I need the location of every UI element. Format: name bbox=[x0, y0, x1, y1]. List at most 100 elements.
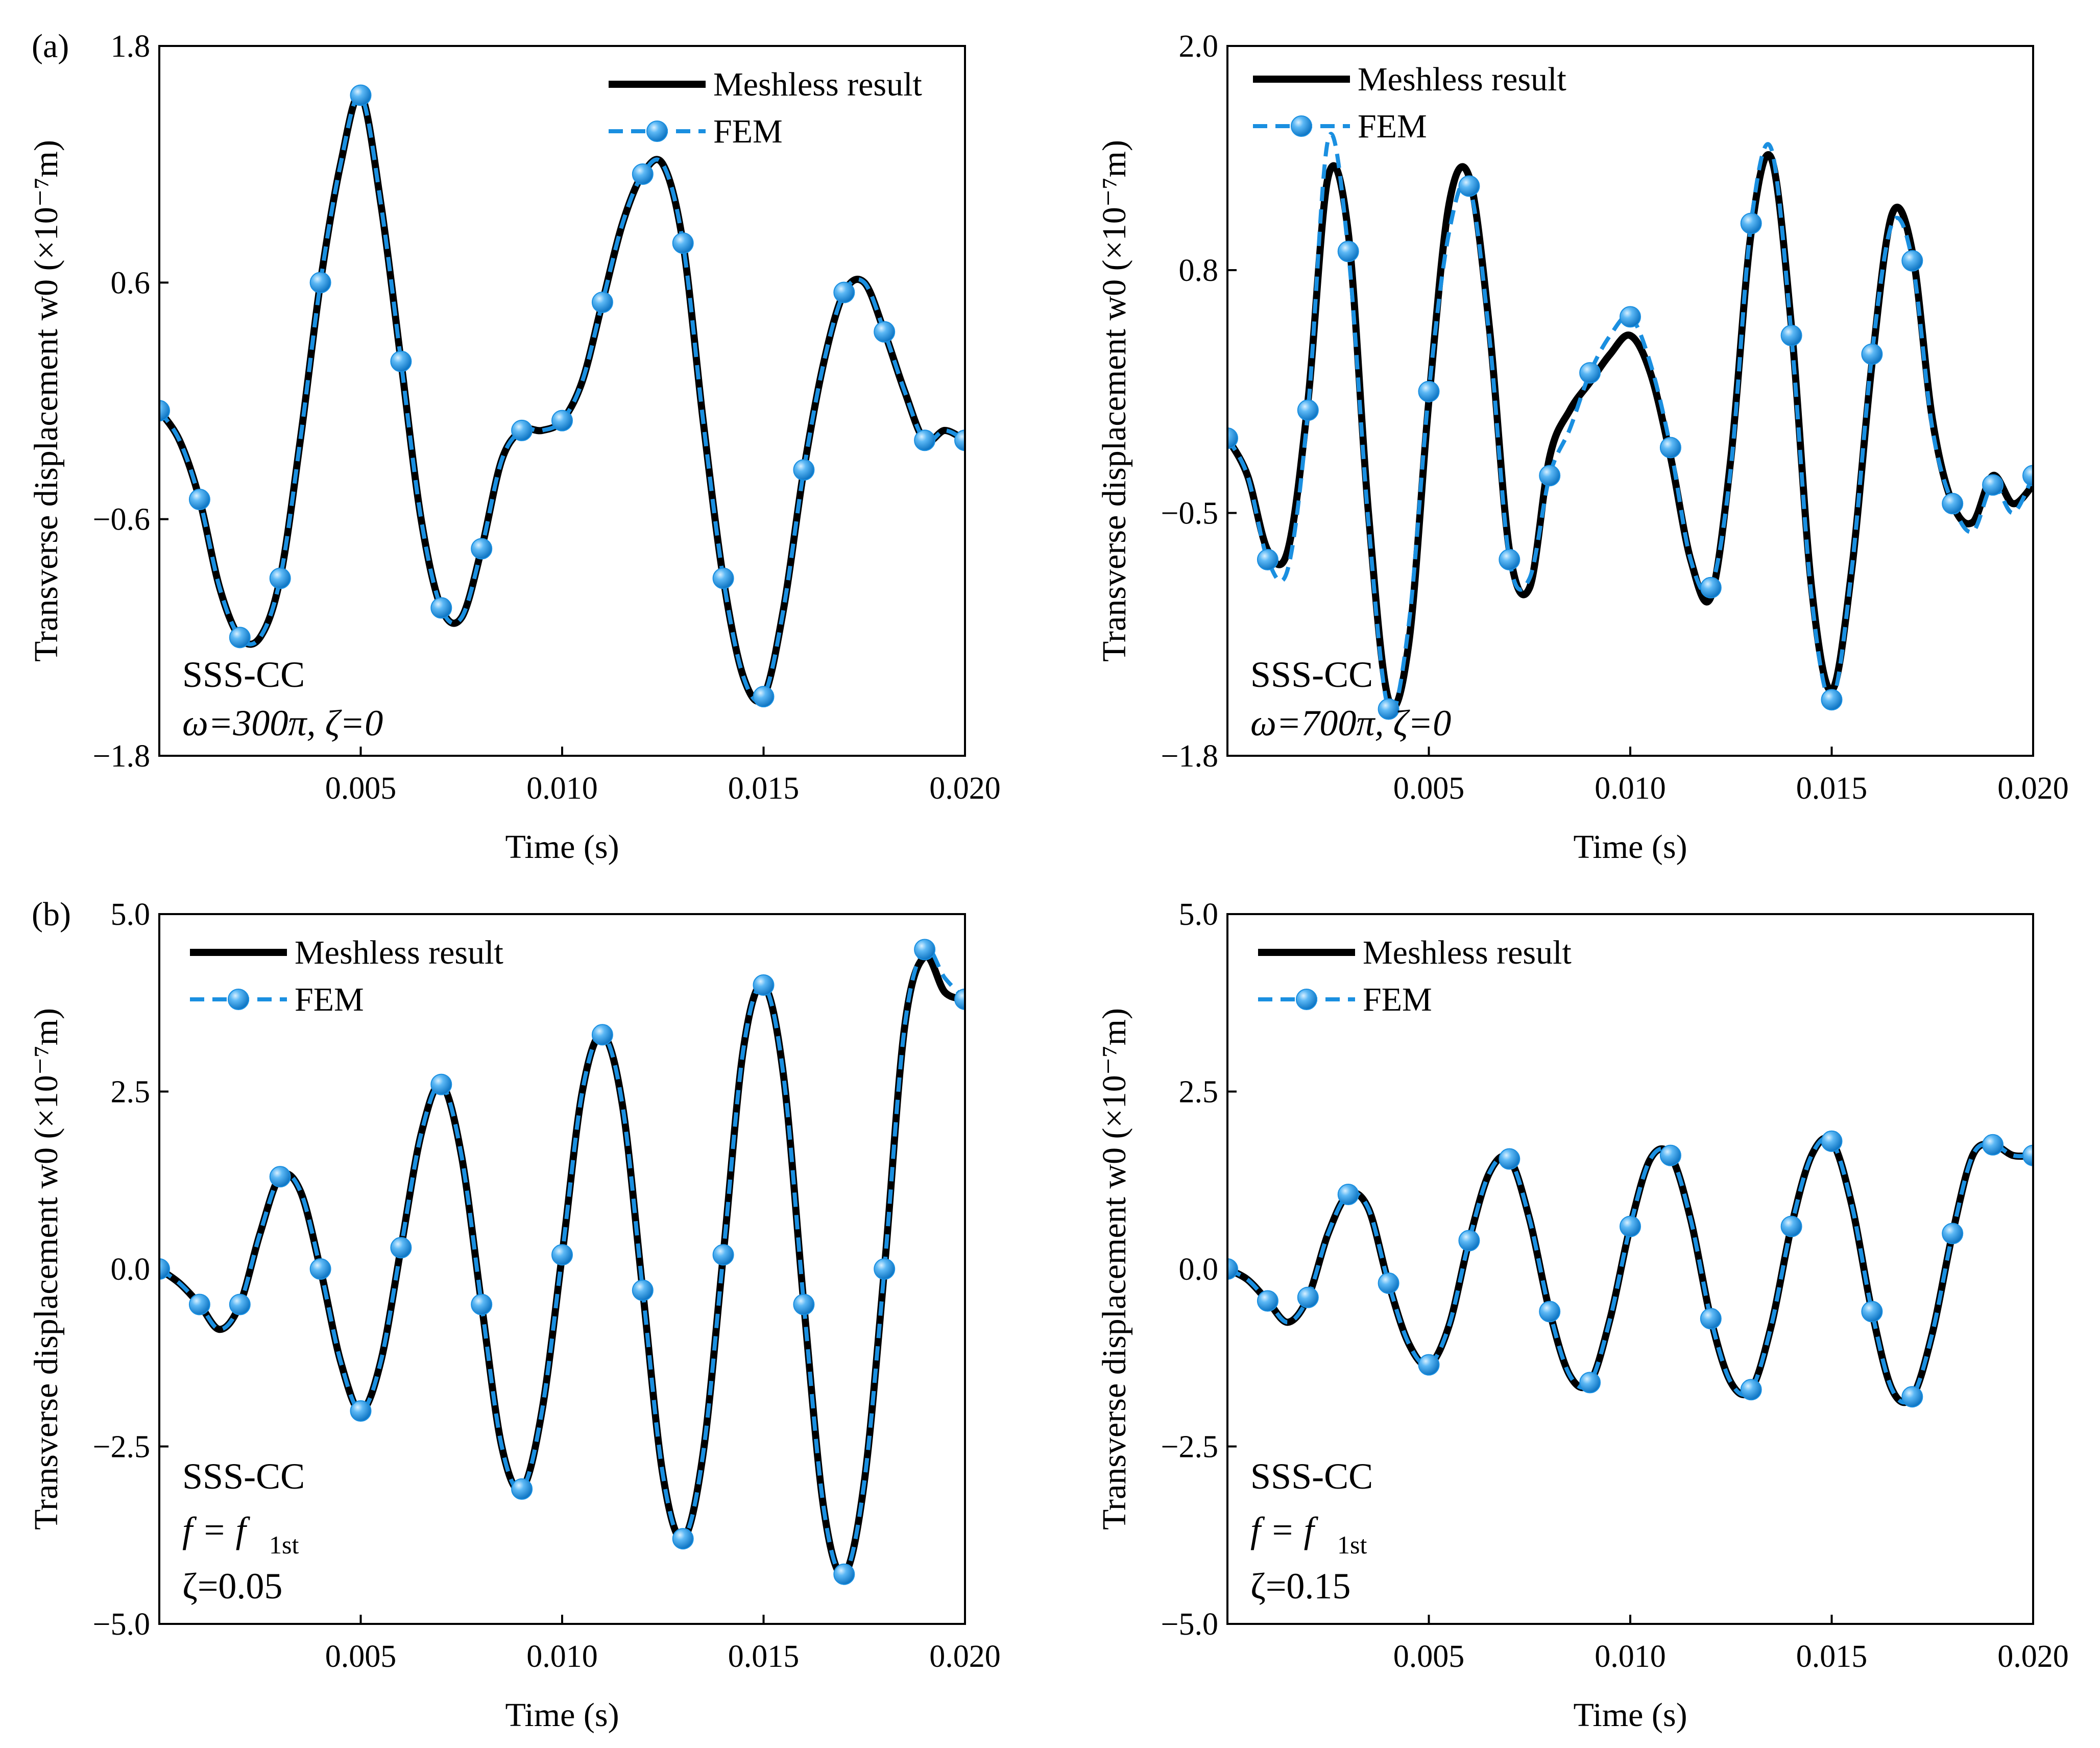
fem-marker bbox=[833, 281, 855, 303]
fem-marker bbox=[1659, 1144, 1681, 1166]
fem-marker bbox=[753, 974, 775, 996]
panel-2: −1.8 −0.5 0.8 2.0 0.005 0.010 0.015 0.020 Time (… bbox=[1096, 29, 2069, 866]
panel-4: −5.0 −2.5 0.0 2.5 5.0 0.005 0.010 0.015 0.020 Tim… bbox=[1096, 897, 2069, 1734]
series-fem-line bbox=[159, 92, 965, 704]
annotation-condition: SSS-CC bbox=[182, 654, 305, 695]
x-tick-label: 0.010 bbox=[1595, 1639, 1666, 1674]
fem-marker bbox=[159, 400, 170, 422]
annotation-parameters: ω=700π, ζ=0 bbox=[1250, 703, 1451, 744]
y-tick-label: 2.5 bbox=[1179, 1075, 1219, 1110]
fem-marker bbox=[672, 1528, 694, 1550]
fem-marker bbox=[632, 1279, 654, 1301]
fem-marker bbox=[1740, 212, 1762, 234]
fem-marker bbox=[511, 419, 533, 441]
fem-marker bbox=[229, 627, 251, 649]
y-tick-label: 2.0 bbox=[1179, 29, 1219, 64]
x-tick-label: 0.015 bbox=[728, 1639, 800, 1674]
fem-marker bbox=[1499, 1148, 1520, 1170]
x-tick-label: 0.005 bbox=[1393, 771, 1465, 806]
fem-marker bbox=[1780, 324, 1802, 346]
legend-meshless-label: Meshless result bbox=[713, 66, 922, 103]
annotation-frequency-subscript: 1st bbox=[269, 1530, 299, 1559]
y-tick-label: 0.0 bbox=[111, 1252, 151, 1287]
series-fem-line bbox=[1227, 1136, 2033, 1405]
fem-marker bbox=[2022, 465, 2033, 487]
fem-marker bbox=[511, 1478, 533, 1500]
series-meshless-line bbox=[159, 91, 965, 705]
fem-marker bbox=[591, 291, 613, 313]
fem-marker bbox=[1257, 1290, 1278, 1312]
fem-marker bbox=[551, 1244, 573, 1266]
fem-marker bbox=[1659, 437, 1681, 459]
fem-marker bbox=[1458, 175, 1480, 197]
y-tick-label: −1.8 bbox=[1161, 739, 1218, 774]
series-meshless-line bbox=[1227, 1134, 2033, 1406]
fem-marker bbox=[1378, 1272, 1399, 1294]
y-tick-label: 5.0 bbox=[1179, 897, 1219, 932]
fem-marker bbox=[954, 988, 965, 1010]
y-axis-title: Transverse displacement w0 (×10⁻⁷m) bbox=[28, 1008, 65, 1530]
panel-tag: (a) bbox=[32, 28, 69, 65]
legend-fem-marker bbox=[1291, 115, 1312, 137]
fem-marker bbox=[269, 567, 291, 589]
x-tick-label: 0.010 bbox=[1595, 771, 1666, 806]
fem-marker bbox=[1821, 689, 1843, 711]
y-tick-label: 2.5 bbox=[111, 1075, 151, 1110]
legend-fem-label: FEM bbox=[1358, 108, 1427, 145]
x-tick-label: 0.010 bbox=[526, 771, 598, 806]
y-tick-label: −2.5 bbox=[93, 1430, 150, 1465]
fem-marker bbox=[229, 1294, 251, 1315]
fem-marker bbox=[188, 1294, 210, 1315]
fem-marker bbox=[1700, 1308, 1722, 1330]
y-tick-label: −0.5 bbox=[1161, 496, 1218, 531]
y-tick-label: 0.8 bbox=[1179, 253, 1219, 288]
fem-marker bbox=[159, 1258, 170, 1280]
x-axis-title: Time (s) bbox=[1573, 1696, 1687, 1734]
fem-marker bbox=[1257, 548, 1278, 570]
annotation-condition: SSS-CC bbox=[182, 1456, 305, 1497]
x-tick-label: 0.005 bbox=[325, 771, 397, 806]
legend-meshless-label: Meshless result bbox=[1358, 61, 1566, 98]
annotation-frequency: f = f bbox=[1250, 1510, 1319, 1550]
fem-marker bbox=[1861, 343, 1883, 365]
fem-marker bbox=[1378, 698, 1399, 720]
legend-fem-marker bbox=[228, 989, 249, 1010]
fem-marker bbox=[430, 1073, 452, 1095]
x-axis-title: Time (s) bbox=[505, 828, 619, 866]
legend-fem-marker bbox=[1296, 989, 1317, 1010]
x-axis-title: Time (s) bbox=[1573, 828, 1687, 866]
fem-marker bbox=[1740, 1379, 1762, 1401]
fem-marker bbox=[188, 489, 210, 511]
fem-marker bbox=[471, 538, 493, 560]
x-tick-label: 0.005 bbox=[1393, 1639, 1465, 1674]
fem-marker bbox=[712, 567, 734, 589]
fem-marker bbox=[712, 1244, 734, 1266]
x-tick-label: 0.015 bbox=[728, 771, 800, 806]
fem-marker bbox=[1982, 474, 2004, 496]
y-tick-label: 0.0 bbox=[1179, 1252, 1219, 1287]
legend-fem-marker bbox=[646, 121, 668, 142]
annotation-condition: SSS-CC bbox=[1250, 654, 1373, 695]
plot-frame bbox=[1226, 45, 2034, 757]
y-axis-title: Transverse displacement w0 (×10⁻⁷m) bbox=[1096, 1008, 1133, 1530]
fem-marker bbox=[1901, 1386, 1923, 1408]
fem-marker bbox=[1418, 1354, 1440, 1376]
y-tick-label: 0.6 bbox=[111, 266, 151, 300]
fem-marker bbox=[1821, 1130, 1843, 1152]
y-axis-title: Transverse displacement w0 (×10⁻⁷m) bbox=[28, 140, 65, 662]
fem-marker bbox=[1942, 493, 1964, 515]
fem-marker bbox=[2022, 1144, 2033, 1166]
x-tick-label: 0.015 bbox=[1796, 1639, 1868, 1674]
fem-marker bbox=[954, 429, 965, 451]
x-tick-label: 0.015 bbox=[1796, 771, 1868, 806]
fem-marker bbox=[1901, 250, 1923, 272]
fem-marker bbox=[1337, 1184, 1359, 1206]
x-tick-label: 0.010 bbox=[526, 1639, 598, 1674]
x-tick-label: 0.020 bbox=[929, 771, 1001, 806]
fem-marker bbox=[269, 1166, 291, 1188]
fem-marker bbox=[1579, 362, 1601, 384]
y-tick-label: −5.0 bbox=[1161, 1607, 1218, 1642]
legend-fem-label: FEM bbox=[713, 113, 783, 150]
fem-marker bbox=[1861, 1301, 1883, 1323]
fem-marker bbox=[350, 1400, 372, 1422]
